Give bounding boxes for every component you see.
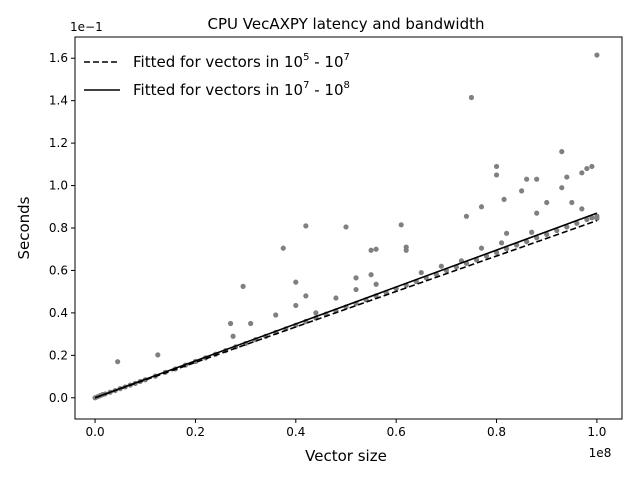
- scatter-point: [589, 163, 595, 170]
- scatter-point: [115, 359, 121, 365]
- scatter-point: [529, 229, 535, 235]
- scatter-point: [333, 295, 339, 301]
- y-tick-label: 1.4: [49, 94, 68, 108]
- scatter-point: [544, 199, 550, 206]
- scatter-point: [594, 52, 600, 58]
- scatter-point: [503, 230, 510, 236]
- scatter-point: [353, 275, 359, 281]
- y-axis-label: Seconds: [15, 196, 33, 259]
- scatter-point: [498, 240, 505, 246]
- scatter-point: [564, 224, 570, 230]
- y-tick-label: 0.4: [49, 306, 68, 320]
- fit-line-solid: [94, 212, 598, 399]
- scatter-point: [574, 220, 580, 226]
- y-tick-label: 0.8: [49, 221, 68, 235]
- legend-label-2: Fitted for vectors in 107 - 108: [133, 80, 350, 99]
- y-offset-label: 1e−1: [70, 20, 103, 34]
- scatter-point: [564, 174, 570, 180]
- y-tick-label: 1.6: [49, 51, 68, 65]
- scatter-point: [554, 227, 560, 234]
- scatter-point: [501, 196, 507, 202]
- scatter-point: [559, 185, 565, 191]
- y-axis-ticks: 0.0 0.2 0.4 0.6 0.8 1.0 1.2 1.4 1.6: [49, 51, 75, 405]
- scatter-point: [544, 231, 550, 237]
- scatter-point: [418, 269, 424, 276]
- scatter-point: [468, 94, 475, 101]
- scatter-point: [273, 312, 279, 318]
- x-tick-label: 0.4: [286, 425, 305, 439]
- chart-title: CPU VecAXPY latency and bandwidth: [208, 15, 485, 33]
- x-tick-label: 0.6: [387, 425, 406, 439]
- x-axis-ticks: 0.0 0.2 0.4 0.6 0.8 1.0: [86, 419, 606, 439]
- scatter-point: [478, 204, 485, 210]
- scatter-point: [343, 224, 349, 230]
- scatter-point: [373, 281, 379, 287]
- scatter-point: [579, 206, 585, 212]
- scatter-point: [519, 188, 525, 194]
- scatter-point: [280, 245, 286, 251]
- x-tick-label: 0.8: [487, 425, 506, 439]
- scatter-point: [240, 283, 246, 289]
- scatter-point: [594, 215, 600, 222]
- scatter-point: [230, 333, 236, 339]
- scatter-point: [569, 199, 575, 206]
- scatter-point: [559, 149, 565, 155]
- scatter-point: [398, 222, 404, 228]
- scatter-point: [534, 176, 540, 182]
- scatter-point: [524, 176, 530, 182]
- scatter-point: [403, 244, 409, 250]
- y-tick-label: 1.0: [49, 179, 68, 193]
- x-tick-label: 0.2: [186, 425, 205, 439]
- scatter-point: [303, 293, 309, 299]
- x-offset-label: 1e8: [589, 446, 612, 460]
- scatter-point: [438, 263, 444, 269]
- scatter-point: [293, 302, 299, 309]
- scatter-point: [463, 213, 470, 219]
- x-tick-label: 0.0: [86, 425, 105, 439]
- scatter-point: [373, 246, 379, 252]
- scatter-point: [227, 320, 234, 327]
- scatter-point: [589, 215, 595, 221]
- x-tick-label: 1.0: [587, 425, 606, 439]
- scatter-point: [579, 170, 585, 176]
- scatter-point: [368, 247, 374, 253]
- scatter-point: [493, 172, 500, 178]
- legend: Fitted for vectors in 105 - 107 Fitted f…: [84, 52, 350, 99]
- scatter-point: [155, 352, 161, 358]
- scatter-point: [353, 286, 359, 293]
- legend-label-1: Fitted for vectors in 105 - 107: [133, 52, 350, 71]
- scatter-point: [248, 320, 254, 327]
- x-axis-label: Vector size: [305, 447, 387, 465]
- fit-line-dashed: [94, 219, 598, 399]
- y-tick-label: 0.6: [49, 263, 68, 277]
- y-tick-label: 0.0: [49, 391, 68, 405]
- plot-area: [92, 52, 600, 401]
- scatter-point: [293, 279, 299, 285]
- scatter-point: [584, 165, 590, 172]
- scatter-point: [584, 216, 590, 223]
- scatter-point: [534, 210, 540, 216]
- scatter-point: [478, 245, 485, 251]
- y-tick-label: 0.2: [49, 348, 68, 362]
- scatter-point: [368, 272, 374, 278]
- y-tick-label: 1.2: [49, 136, 68, 150]
- scatter-point: [313, 310, 319, 316]
- scatter-point: [493, 163, 500, 170]
- scatter-point: [303, 223, 309, 229]
